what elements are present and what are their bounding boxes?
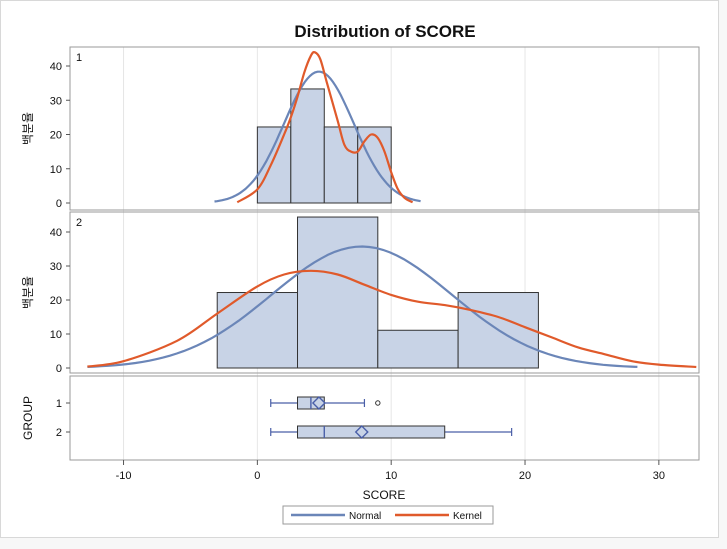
histogram-bar	[216, 292, 299, 369]
y-axis-label: 백분율	[21, 276, 35, 309]
histogram-bar	[297, 216, 379, 369]
histogram-bar	[256, 126, 292, 204]
chart-title: Distribution of SCORE	[294, 22, 475, 41]
x-axis: -10 0 10 20 30	[116, 460, 665, 482]
legend-label: Kernel	[453, 511, 482, 522]
box-mean-marker	[311, 396, 326, 410]
box-axis-label: GROUP	[21, 396, 35, 440]
histogram-bar	[323, 126, 359, 204]
x-tick-label: 30	[653, 470, 665, 482]
y-tick-label: 0	[56, 363, 62, 375]
x-tick-label: 0	[254, 470, 260, 482]
legend-label: Normal	[349, 511, 381, 522]
y-tick-label: 10	[50, 329, 62, 341]
legend-item-kernel: Kernel	[395, 511, 482, 522]
normal-curve	[87, 245, 638, 368]
y-tick-label: 30	[50, 95, 62, 107]
x-axis-label: SCORE	[363, 488, 406, 502]
box-iqr	[297, 425, 446, 439]
group-label: 1	[56, 398, 62, 410]
kernel-curve	[87, 269, 697, 369]
group-label: 2	[56, 427, 62, 439]
x-tick-label: 20	[519, 470, 531, 482]
y-tick-label: 30	[50, 261, 62, 273]
y-tick-label: 20	[50, 295, 62, 307]
boxplot-panel: GROUP 1 2	[21, 375, 700, 461]
box-outlier	[375, 400, 381, 406]
x-tick-label: 10	[385, 470, 397, 482]
panel-label: 2	[76, 217, 82, 229]
panel-border	[69, 211, 700, 374]
y-tick-label: 0	[56, 198, 62, 210]
histogram-bar	[290, 88, 325, 204]
y-tick-label: 40	[50, 61, 62, 73]
y-tick-label: 10	[50, 164, 62, 176]
legend-item-normal: Normal	[291, 511, 381, 522]
box-mean-marker	[354, 425, 369, 439]
kernel-curve	[236, 51, 414, 204]
y-axis-label: 백분율	[21, 112, 35, 145]
legend-box	[282, 505, 494, 525]
panel-border	[69, 375, 700, 461]
panel-border	[69, 46, 700, 211]
histogram-bar	[377, 329, 459, 369]
legend: Normal Kernel	[282, 505, 494, 525]
y-tick-label: 20	[50, 130, 62, 142]
x-tick-label: -10	[116, 470, 132, 482]
y-tick-label: 40	[50, 227, 62, 239]
panel-label: 1	[76, 52, 82, 64]
normal-curve	[214, 70, 421, 203]
